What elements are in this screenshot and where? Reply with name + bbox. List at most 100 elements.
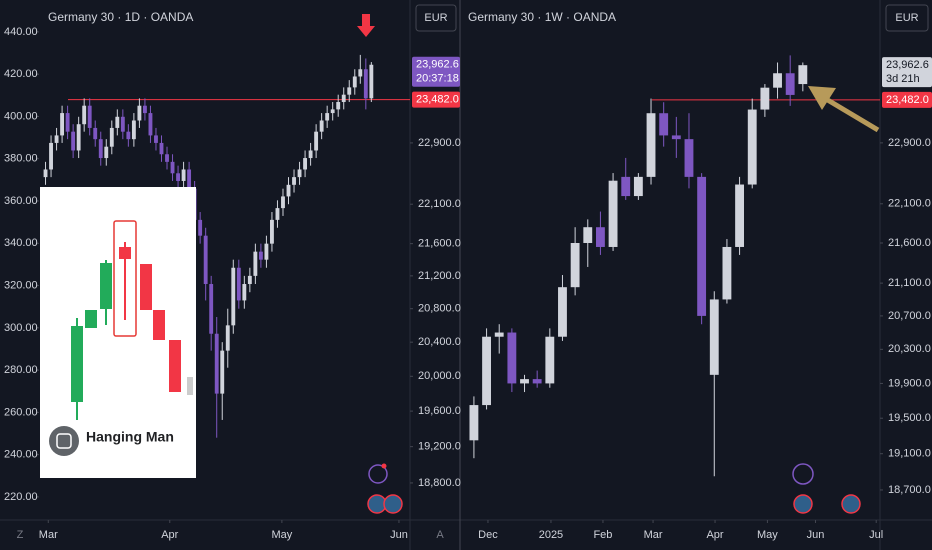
candle-body xyxy=(363,69,368,99)
alert-icon xyxy=(792,463,814,485)
x-tick-label: Apr xyxy=(161,529,178,541)
candle-body xyxy=(159,142,164,155)
candle-body xyxy=(330,109,335,114)
candle-body xyxy=(735,184,745,247)
y-tick-label: 19,200.0 xyxy=(418,441,461,453)
x-tick-label: Mar xyxy=(644,529,663,541)
y-tick-label: 21,200.0 xyxy=(418,270,461,282)
x-tick-label: Jun xyxy=(390,529,408,541)
countdown: 20:37:18 xyxy=(416,73,459,85)
gold-arrow xyxy=(824,96,880,133)
right-chart: 22,900.0 22,100.0 21,600.0 21,100.0 20,700.0… xyxy=(469,55,931,541)
candle-body xyxy=(203,235,208,285)
last-price-tag xyxy=(882,57,932,88)
y2-tick-label: 280.00 xyxy=(4,364,38,376)
candle-body xyxy=(352,76,357,88)
candle-body xyxy=(709,299,719,375)
last-price-label: 23,962.6 xyxy=(886,59,929,71)
hanging-man-inset: Hanging Man xyxy=(40,187,196,478)
level-label: 23,482.0 xyxy=(886,94,929,106)
candle-body xyxy=(258,251,263,260)
alert-icon xyxy=(368,464,388,484)
left-chart: 22,900.0 22,100.0 21,600.0 21,200.0 20,800.0… xyxy=(4,26,461,541)
candle-body xyxy=(142,105,147,114)
candle-body xyxy=(595,227,605,247)
candle-body xyxy=(247,275,252,285)
y-tick-label: 22,900.0 xyxy=(888,137,931,149)
candle-body xyxy=(722,246,732,300)
y-tick-label: 18,700.0 xyxy=(888,484,931,496)
y-tick-label: 20,000.0 xyxy=(418,370,461,382)
candle-body xyxy=(558,287,567,337)
candle-body xyxy=(104,146,109,159)
candle-body xyxy=(314,131,319,151)
candle-body xyxy=(336,102,341,110)
candle-body xyxy=(684,139,694,177)
candle-body xyxy=(137,105,142,121)
y-tick-label: 19,900.0 xyxy=(888,377,931,389)
currency-label: EUR xyxy=(895,12,918,24)
candle-body xyxy=(583,227,593,243)
candle-body xyxy=(170,161,175,174)
axis-letter: Z xyxy=(17,529,24,541)
candle-body xyxy=(176,173,180,181)
candle-body xyxy=(65,113,70,132)
currency-label: EUR xyxy=(424,12,447,24)
candle-body xyxy=(570,242,580,288)
y2-tick-label: 360.00 xyxy=(4,195,38,207)
candle-body xyxy=(341,94,346,103)
candle-body xyxy=(49,142,53,170)
candle-body xyxy=(303,158,308,170)
candle-body xyxy=(109,127,114,147)
last-price-label: 23,962.6 xyxy=(416,59,459,71)
event-icon xyxy=(383,494,403,514)
inset-candle xyxy=(153,310,165,340)
candle-body xyxy=(87,105,92,128)
candle-body xyxy=(308,150,313,159)
y-tick-label: 21,600.0 xyxy=(888,237,931,249)
candle-body xyxy=(659,113,669,136)
candle-body xyxy=(621,176,631,197)
candle-body xyxy=(187,169,192,189)
y-tick-label: 19,100.0 xyxy=(888,448,931,460)
candle-body xyxy=(494,332,504,337)
candle-body xyxy=(115,116,120,128)
y-tick-label: 20,300.0 xyxy=(888,343,931,355)
candle-body xyxy=(633,176,643,197)
y-tick-label: 18,800.0 xyxy=(418,477,461,489)
inset-label: Hanging Man xyxy=(86,429,174,445)
candle-body xyxy=(275,208,280,220)
countdown: 3d 21h xyxy=(886,73,920,85)
x-tick-label: Jul xyxy=(869,529,883,541)
candle-body xyxy=(253,251,258,276)
candle-body xyxy=(785,73,795,95)
event-icon xyxy=(793,494,813,514)
y-tick-label: 21,100.0 xyxy=(888,277,931,289)
x-tick-label: Feb xyxy=(593,529,612,541)
x-tick-label: Jun xyxy=(807,529,825,541)
x-tick-label: May xyxy=(757,529,778,541)
y-tick-label: 21,600.0 xyxy=(418,238,461,250)
candle-body xyxy=(76,124,81,151)
candle-body xyxy=(545,336,555,384)
candle-body xyxy=(231,267,236,326)
candle-body xyxy=(242,284,247,301)
candle-body xyxy=(482,336,491,406)
candle-body xyxy=(281,196,285,209)
candle-body xyxy=(154,135,158,143)
candle-body xyxy=(60,113,65,136)
candle-body xyxy=(43,169,48,178)
y-tick-label: 22,100.0 xyxy=(418,198,461,210)
candle-body xyxy=(165,154,169,162)
y-tick-label: 19,600.0 xyxy=(418,405,461,417)
icons xyxy=(367,463,861,514)
candle-body xyxy=(697,176,707,316)
candle-body xyxy=(347,87,352,95)
candle-body xyxy=(532,379,542,384)
y-tick-label: 19,500.0 xyxy=(888,412,931,424)
axis-letter: A xyxy=(436,529,444,541)
y2-tick-label: 420.00 xyxy=(4,68,38,80)
candle-body xyxy=(760,87,770,110)
candle-body xyxy=(82,105,87,125)
